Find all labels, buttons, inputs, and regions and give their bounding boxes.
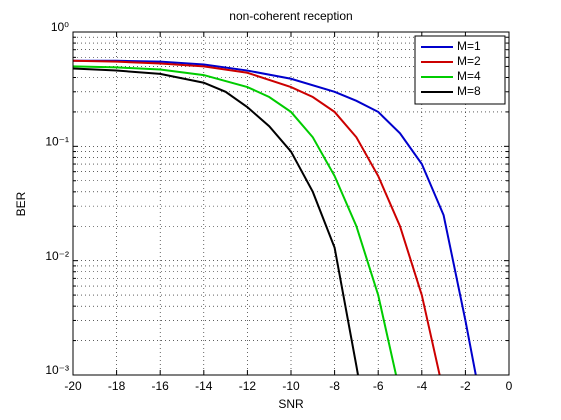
x-tick-label: -8 [329, 379, 340, 393]
axes-box [72, 31, 510, 376]
x-tick-label: -6 [373, 379, 384, 393]
x-tick-label: -4 [416, 379, 427, 393]
series-group [73, 59, 477, 375]
x-tick-label: 0 [506, 379, 513, 393]
x-tick-label: -20 [64, 379, 82, 393]
y-tick-label: 10⁻² [45, 249, 69, 263]
y-tick-label: 10⁻¹ [45, 135, 69, 149]
chart-title: non-coherent reception [229, 9, 352, 23]
x-tick-label: -2 [460, 379, 471, 393]
series-line [73, 67, 360, 375]
x-tick-label: -10 [282, 379, 300, 393]
y-axis-label: BER [14, 191, 28, 216]
x-tick-label: -14 [195, 379, 213, 393]
y-tick-label: 10⁻³ [45, 363, 69, 377]
legend-label: M=8 [457, 84, 481, 98]
legend-label: M=4 [457, 69, 481, 83]
series-line [73, 59, 477, 375]
legend-label: M=2 [457, 54, 481, 68]
x-tick-label: -18 [108, 379, 126, 393]
series-line [73, 65, 398, 375]
legend-label: M=1 [457, 39, 481, 53]
x-axis-label: SNR [278, 397, 304, 411]
series-line [73, 59, 441, 375]
x-tick-label: -12 [239, 379, 257, 393]
y-tick-label: 10⁰ [51, 20, 69, 34]
x-tick-label: -16 [152, 379, 170, 393]
